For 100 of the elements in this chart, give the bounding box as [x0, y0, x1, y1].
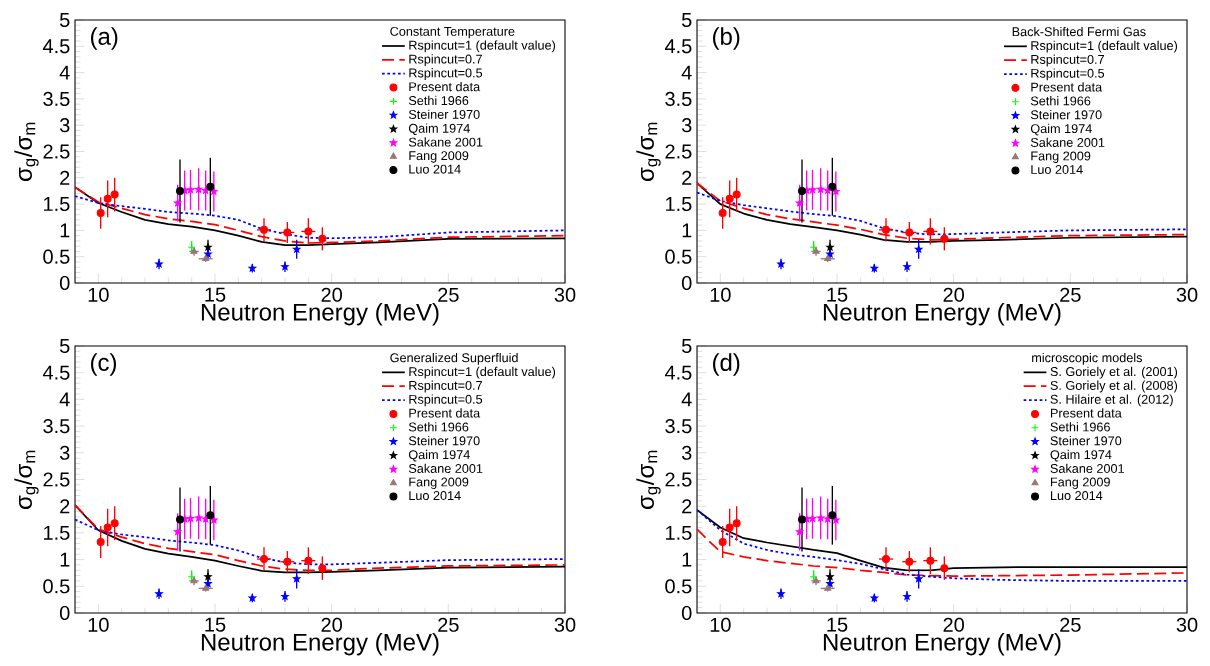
point [248, 264, 257, 272]
point [940, 564, 949, 573]
y-tick-label: 3.5 [665, 91, 692, 106]
point [832, 187, 840, 195]
y-tick-label: 0 [681, 605, 692, 621]
point [808, 185, 817, 194]
point [725, 194, 734, 203]
y-tick-label: 2 [682, 170, 692, 185]
legend-label: Sakane 2001 [408, 463, 483, 473]
legend-label: Luo 2014 [409, 164, 461, 174]
x-tick-label: 20 [321, 287, 342, 302]
annotation: (b) [713, 27, 740, 50]
y-tick-label: 0.5 [43, 249, 70, 264]
legend-title: Constant Temperature [390, 26, 515, 39]
point [318, 234, 327, 243]
legend-label: Sethi 1966 [408, 422, 469, 432]
point [204, 572, 212, 581]
y-tick-label: 3.5 [43, 419, 70, 434]
y-tick-label: 0.5 [665, 249, 692, 264]
annotation: (d) [713, 353, 740, 376]
y-tick-label: 5 [681, 13, 692, 27]
x-tick-label: 10 [710, 287, 731, 302]
x-tick-label: 15 [205, 287, 226, 302]
point [828, 182, 837, 191]
point [110, 190, 119, 199]
y-tick-label: 2.5 [665, 144, 692, 159]
legend-label: Qaim 1974 [408, 449, 470, 462]
y-axis-title: σ$_{g}$/σ$_{m}$ [636, 122, 661, 181]
point [201, 514, 210, 523]
y-tick-label: 3.5 [43, 91, 70, 106]
line-series [697, 528, 1187, 578]
legend-label: Steiner 1970 [1030, 109, 1102, 120]
y-tick-label: 0.5 [665, 579, 692, 594]
point [914, 245, 923, 253]
x-tick-label: 10 [88, 617, 109, 632]
legend-title: Generalized Superfluid [390, 352, 518, 365]
legend-label: Steiner 1970 [408, 435, 480, 446]
legend-label: Rspincut=0.7 [409, 380, 482, 393]
y-tick-label: 1 [60, 552, 70, 567]
y-tick-label: 3 [681, 445, 692, 460]
x-tick-label: 30 [1176, 287, 1198, 302]
legend-label: Rspincut=0.5 [409, 394, 483, 407]
point [732, 519, 741, 528]
point [828, 511, 837, 520]
point [725, 523, 734, 532]
legend-label: Present data [409, 408, 481, 418]
x-tick-label: 25 [1060, 617, 1081, 632]
x-tick-label: 15 [205, 617, 226, 632]
y-tick-label: 2 [60, 499, 70, 514]
x-tick-label: 10 [88, 287, 109, 302]
legend-label: Rspincut=1 (default value) [1031, 40, 1178, 53]
legend-label: Fang 2009 [409, 477, 469, 489]
legend-label: Rspincut=0.7 [409, 54, 482, 67]
point [816, 513, 825, 522]
legend-label: Sethi 1966 [1030, 96, 1091, 106]
point [96, 537, 105, 546]
y-tick-label: 4.5 [664, 39, 692, 54]
x-tick-label: 25 [438, 287, 459, 302]
point [940, 234, 949, 243]
point [194, 513, 203, 522]
legend-label: Qaim 1974 [1030, 123, 1092, 136]
legend-label: Sakane 2001 [1030, 137, 1105, 147]
y-tick-label: 2.5 [43, 144, 70, 159]
y-tick-label: 4.5 [42, 365, 70, 380]
y-tick-label: 3 [59, 118, 70, 133]
y-tick-label: 5 [59, 13, 70, 27]
legend-label: Rspincut=0.5 [409, 68, 483, 80]
line-series [75, 518, 566, 566]
y-tick-label: 3 [59, 445, 70, 460]
point [826, 572, 834, 581]
y-tick-label: 1 [60, 223, 70, 238]
point [173, 199, 182, 207]
y-tick-label: 5 [681, 339, 692, 353]
point [826, 243, 834, 251]
x-tick-label: 25 [438, 617, 459, 632]
legend-label: S. Hilaire et al. (2012) [1050, 394, 1173, 407]
legend-label: Present data [409, 81, 481, 92]
x-tick-label: 30 [554, 617, 576, 632]
point [318, 564, 327, 573]
y-tick-label: 2 [60, 170, 70, 185]
legend-label: Steiner 1970 [1050, 435, 1122, 446]
x-tick-label: 30 [554, 287, 576, 302]
x-tick-label: 25 [1060, 287, 1081, 302]
point [292, 574, 301, 583]
line-series [75, 195, 566, 240]
point [816, 185, 825, 193]
point [194, 185, 203, 193]
y-tick-label: 4 [681, 392, 692, 407]
legend-title: Back-Shifted Fermi Gas [1012, 26, 1146, 37]
y-tick-label: 1.5 [44, 197, 70, 212]
y-tick-label: 4 [59, 65, 70, 80]
point [201, 186, 210, 194]
legend-label: Rspincut=0.5 [1031, 68, 1105, 81]
point [110, 519, 119, 528]
y-tick-label: 3 [681, 118, 692, 133]
legend-label: Present data [1050, 408, 1122, 418]
x-tick-label: 20 [943, 617, 964, 632]
legend-label: Qaim 1974 [1050, 449, 1112, 462]
point [292, 245, 301, 253]
x-axis-title: Neutron Energy (MeV) [201, 633, 439, 656]
